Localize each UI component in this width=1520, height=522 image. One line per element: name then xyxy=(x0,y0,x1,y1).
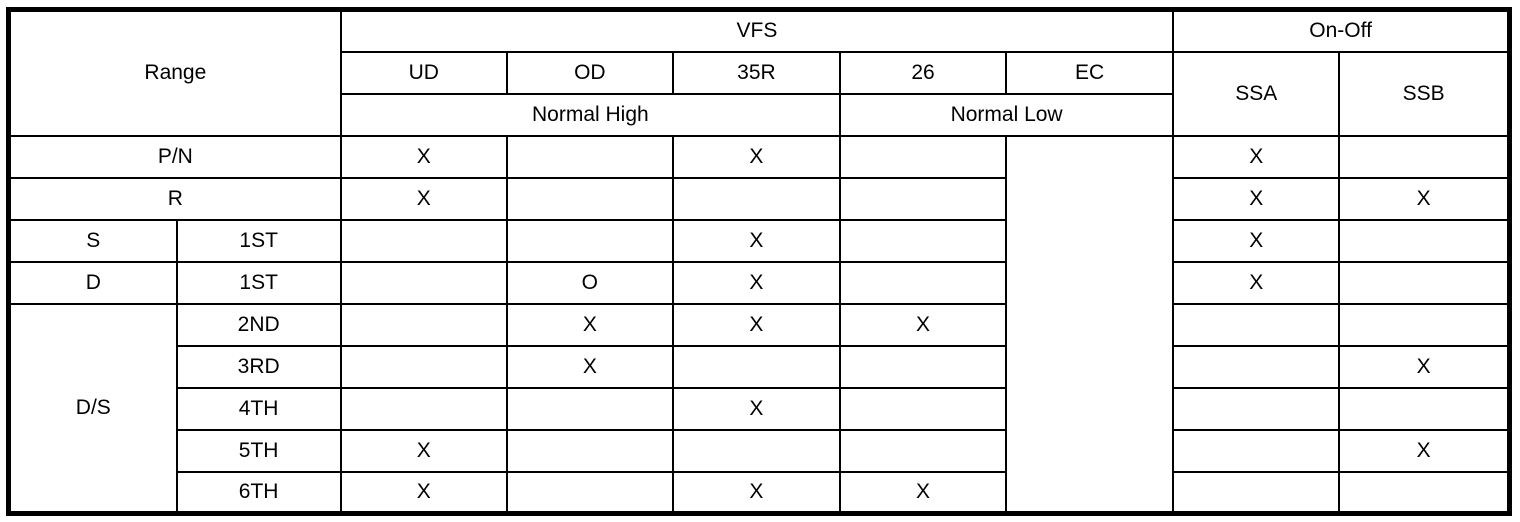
cell-6th-ssa xyxy=(1172,470,1341,515)
table-row-3rd: 3RD X X xyxy=(9,344,1511,389)
cell-6th-26: X xyxy=(838,470,1008,515)
cell-range-pn: P/N xyxy=(7,134,342,179)
table-row-4th: 4TH X xyxy=(9,386,1511,431)
cell-pn-ssa: X xyxy=(1172,134,1341,179)
cell-6th-od xyxy=(505,470,674,515)
cell-2nd-ssb xyxy=(1338,302,1511,347)
cell-gear-s-1st: 1ST xyxy=(175,218,342,263)
header-ec: EC xyxy=(1005,50,1175,95)
cell-2nd-ud xyxy=(339,302,508,347)
cell-3rd-ssa xyxy=(1172,344,1341,389)
cell-3rd-35r xyxy=(671,344,841,389)
cell-5th-ud: X xyxy=(339,428,508,473)
header-vfs: VFS xyxy=(339,8,1175,53)
table-row-s-1st: S 1ST X X xyxy=(7,218,1511,263)
cell-4th-26 xyxy=(838,386,1008,431)
cell-5th-ssa xyxy=(1172,428,1341,473)
cell-3rd-26 xyxy=(838,344,1008,389)
cell-4th-ssa xyxy=(1172,386,1341,431)
cell-4th-ssb xyxy=(1338,386,1511,431)
cell-gear-5th: 5TH xyxy=(175,428,342,473)
header-on-off: On-Off xyxy=(1172,8,1511,53)
cell-r-od xyxy=(505,176,674,221)
cell-range-s: S xyxy=(7,218,178,263)
cell-pn-35r: X xyxy=(671,134,841,179)
cell-5th-ssb: X xyxy=(1338,428,1511,473)
cell-s1-od xyxy=(505,218,674,263)
header-range: Range xyxy=(7,8,342,137)
cell-s1-26 xyxy=(838,218,1008,263)
cell-4th-od xyxy=(505,386,674,431)
cell-r-35r xyxy=(671,176,841,221)
cell-3rd-ud xyxy=(339,344,508,389)
cell-2nd-26: X xyxy=(838,302,1008,347)
cell-6th-35r: X xyxy=(671,470,841,515)
cell-s1-ssa: X xyxy=(1172,218,1341,263)
cell-d1-35r: X xyxy=(671,260,841,305)
cell-range-ds: D/S xyxy=(7,302,178,515)
cell-gear-2nd: 2ND xyxy=(175,302,342,347)
cell-4th-35r: X xyxy=(671,386,841,431)
cell-r-26 xyxy=(838,176,1008,221)
table-row-d-1st: D 1ST O X X xyxy=(7,260,1511,305)
header-26: 26 xyxy=(838,50,1008,95)
cell-pn-od xyxy=(505,134,674,179)
cell-4th-ud xyxy=(339,386,508,431)
table-row-6th: 6TH X X X xyxy=(9,470,1511,515)
cell-pn-ssb xyxy=(1338,134,1511,179)
cell-gear-d-1st: 1ST xyxy=(175,260,342,305)
table-row-2nd: D/S 2ND X X X xyxy=(7,302,1511,515)
cell-5th-od xyxy=(505,428,674,473)
cell-d1-ssb xyxy=(1338,260,1511,305)
cell-ec-merged xyxy=(1005,134,1175,515)
header-35r: 35R xyxy=(671,50,841,95)
header-normal-low: Normal Low xyxy=(838,92,1175,137)
cell-range-r: R xyxy=(7,176,342,221)
cell-6th-ud: X xyxy=(339,470,508,515)
cell-gear-3rd: 3RD xyxy=(175,344,342,389)
solenoid-table: Range VFS On-Off UD OD 35R 26 EC SSA SSB… xyxy=(6,7,1512,516)
cell-s1-ud xyxy=(339,218,508,263)
cell-range-d: D xyxy=(7,260,178,305)
cell-6th-ssb xyxy=(1338,470,1511,515)
cell-3rd-od: X xyxy=(505,344,674,389)
cell-2nd-35r: X xyxy=(671,302,841,347)
cell-r-ssb: X xyxy=(1338,176,1511,221)
cell-r-ssa: X xyxy=(1172,176,1341,221)
cell-2nd-ssa xyxy=(1172,302,1341,347)
cell-d1-od: O xyxy=(505,260,674,305)
cell-d1-ud xyxy=(339,260,508,305)
cell-5th-26 xyxy=(838,428,1008,473)
header-normal-high: Normal High xyxy=(339,92,841,137)
cell-s1-ssb xyxy=(1338,218,1511,263)
cell-3rd-ssb: X xyxy=(1338,344,1511,389)
cell-2nd-od: X xyxy=(505,302,674,347)
cell-pn-ud: X xyxy=(339,134,508,179)
cell-d1-26 xyxy=(838,260,1008,305)
cell-d1-ssa: X xyxy=(1172,260,1341,305)
cell-5th-35r xyxy=(671,428,841,473)
header-ssa: SSA xyxy=(1172,50,1341,137)
table-row-pn: P/N X X X xyxy=(7,134,1511,515)
cell-r-ud: X xyxy=(339,176,508,221)
cell-gear-6th: 6TH xyxy=(175,470,342,515)
header-ssb: SSB xyxy=(1338,50,1511,137)
cell-gear-4th: 4TH xyxy=(175,386,342,431)
cell-pn-26 xyxy=(838,134,1008,179)
table-row-5th: 5TH X X xyxy=(9,428,1511,473)
header-ud: UD xyxy=(339,50,508,95)
header-od: OD xyxy=(505,50,674,95)
cell-s1-35r: X xyxy=(671,218,841,263)
table-row-r: R X X X xyxy=(7,176,1511,221)
